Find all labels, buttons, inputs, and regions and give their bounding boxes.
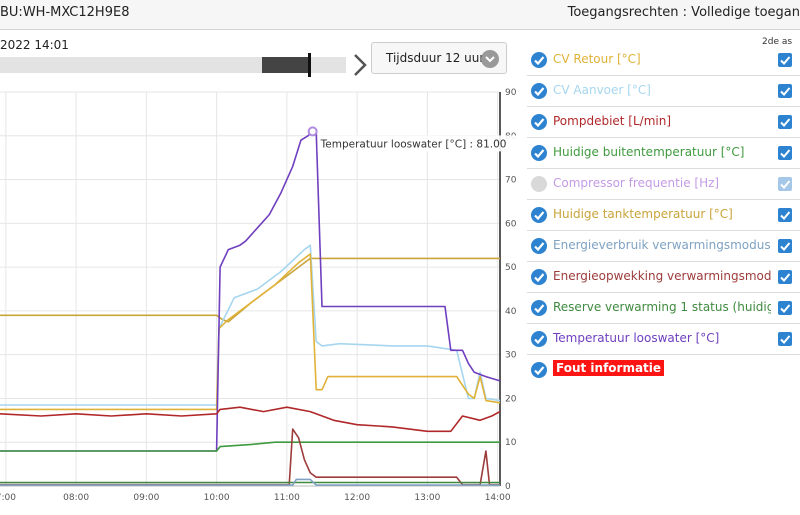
second-axis-checkbox[interactable] (778, 53, 792, 67)
legend-item[interactable]: Energieverbruik verwarmingsmodus (527, 231, 800, 262)
y-tick-label: 10 (505, 438, 517, 448)
x-tick-label: 13:00 (414, 493, 440, 503)
time-range-track[interactable] (0, 57, 346, 73)
legend-label[interactable]: Temperatuur looswater [°C] (553, 331, 720, 345)
legend-item[interactable]: Huidige buitentemperatuur [°C] (527, 138, 800, 169)
y-tick-label: 90 (505, 88, 517, 98)
second-axis-header: 2de as (762, 37, 793, 47)
visible-check-icon[interactable] (531, 207, 547, 223)
series-line (0, 257, 500, 323)
tooltip-box (317, 135, 518, 152)
legend-label[interactable]: Energieopwekking verwarmingsmod (553, 269, 771, 283)
legend-item[interactable]: Compressor frequentie [Hz] (527, 169, 800, 200)
second-axis-checkbox[interactable] (778, 301, 792, 315)
x-tick-label: 09:00 (133, 493, 159, 503)
error-info-label[interactable]: Fout informatie (553, 360, 665, 376)
legend-label[interactable]: CV Aanvoer [°C] (553, 83, 651, 97)
legend-panel: CV Retour [°C] CV Aanvoer [°C] Pompdebiet … (527, 45, 800, 386)
y-tick-label: 0 (505, 482, 511, 492)
legend-item[interactable]: Energieopwekking verwarmingsmod (527, 262, 800, 293)
tooltip-text: Temperatuur looswater [°C] : 81.00 (320, 138, 507, 150)
x-tick-label: 11:00 (274, 493, 300, 503)
series-line (0, 244, 501, 406)
x-tick-label: 7:00 (0, 493, 16, 503)
next-period-button[interactable] (350, 52, 370, 78)
access-rights: Toegangsrechten : Volledige toegan (567, 5, 800, 20)
legend-label[interactable]: Huidige buitentemperatuur [°C] (553, 145, 745, 159)
legend-label[interactable]: Reserve verwarming 1 status (huidig (553, 300, 771, 314)
second-axis-checkbox[interactable] (778, 208, 792, 222)
device-model: BU:WH-MXC12H9E8 (0, 5, 130, 20)
legend-label[interactable]: Pompdebiet [L/min] (553, 114, 672, 128)
legend-item[interactable]: Huidige tanktemperatuur [°C] (527, 200, 800, 231)
second-axis-checkbox[interactable] (778, 84, 792, 98)
visible-check-icon[interactable] (531, 238, 547, 254)
y-tick-label: 60 (505, 219, 517, 229)
legend-item-error[interactable]: Fout informatie (527, 355, 800, 386)
hover-point-marker (307, 126, 318, 137)
duration-label: Tijdsduur 12 uur (386, 51, 485, 65)
legend-label[interactable]: Energieverbruik verwarmingsmodus (553, 238, 771, 252)
visible-check-icon[interactable] (531, 114, 547, 130)
chevron-right-icon (354, 54, 367, 76)
visible-check-icon[interactable] (531, 331, 547, 347)
visible-check-icon[interactable] (531, 269, 547, 285)
second-axis-checkbox[interactable] (778, 177, 792, 191)
second-axis-checkbox[interactable] (778, 115, 792, 129)
y-tick-label: 40 (505, 307, 517, 317)
visible-check-icon[interactable] (531, 83, 547, 99)
y-tick-label: 20 (505, 394, 517, 404)
y-tick-label: 50 (505, 263, 517, 273)
legend-item[interactable]: Temperatuur looswater [°C] (527, 324, 800, 355)
visible-check-icon[interactable] (531, 300, 547, 316)
series-line (0, 478, 500, 486)
chevron-down-icon (481, 50, 499, 68)
line-chart[interactable]: 01020304050607080907:0008:0009:0010:0011… (0, 80, 520, 515)
legend-item[interactable]: CV Aanvoer [°C] (527, 76, 800, 107)
legend-item[interactable]: Pompdebiet [L/min] (527, 107, 800, 138)
hidden-dot-icon[interactable] (531, 176, 547, 192)
second-axis-checkbox[interactable] (778, 270, 792, 284)
time-range-window[interactable] (262, 57, 310, 73)
time-range-handle[interactable] (308, 53, 311, 77)
x-tick-label: 12:00 (344, 493, 370, 503)
x-tick-label: 14:00 (485, 493, 511, 503)
series-line (0, 253, 501, 411)
legend-label[interactable]: CV Retour [°C] (553, 52, 641, 66)
legend-label[interactable]: Huidige tanktemperatuur [°C] (553, 207, 733, 221)
series-line (0, 428, 500, 486)
x-tick-label: 08:00 (63, 493, 89, 503)
y-tick-label: 70 (505, 176, 517, 186)
visible-check-icon[interactable] (531, 362, 547, 378)
y-tick-label: 30 (505, 351, 517, 361)
legend-item[interactable]: CV Retour [°C] (527, 45, 800, 76)
legend-item[interactable]: Reserve verwarming 1 status (huidig (527, 293, 800, 324)
second-axis-checkbox[interactable] (778, 239, 792, 253)
legend-label[interactable]: Compressor frequentie [Hz] (553, 176, 720, 190)
series-line (0, 406, 501, 433)
second-axis-checkbox[interactable] (778, 332, 792, 346)
x-tick-label: 10:00 (204, 493, 230, 503)
visible-check-icon[interactable] (531, 52, 547, 68)
duration-dropdown[interactable]: Tijdsduur 12 uur (371, 42, 507, 74)
second-axis-checkbox[interactable] (778, 146, 792, 160)
top-bar: BU:WH-MXC12H9E8 Toegangsrechten : Volled… (0, 0, 800, 30)
timestamp: 2022 14:01 (0, 38, 69, 52)
visible-check-icon[interactable] (531, 145, 547, 161)
series-line (0, 441, 500, 452)
